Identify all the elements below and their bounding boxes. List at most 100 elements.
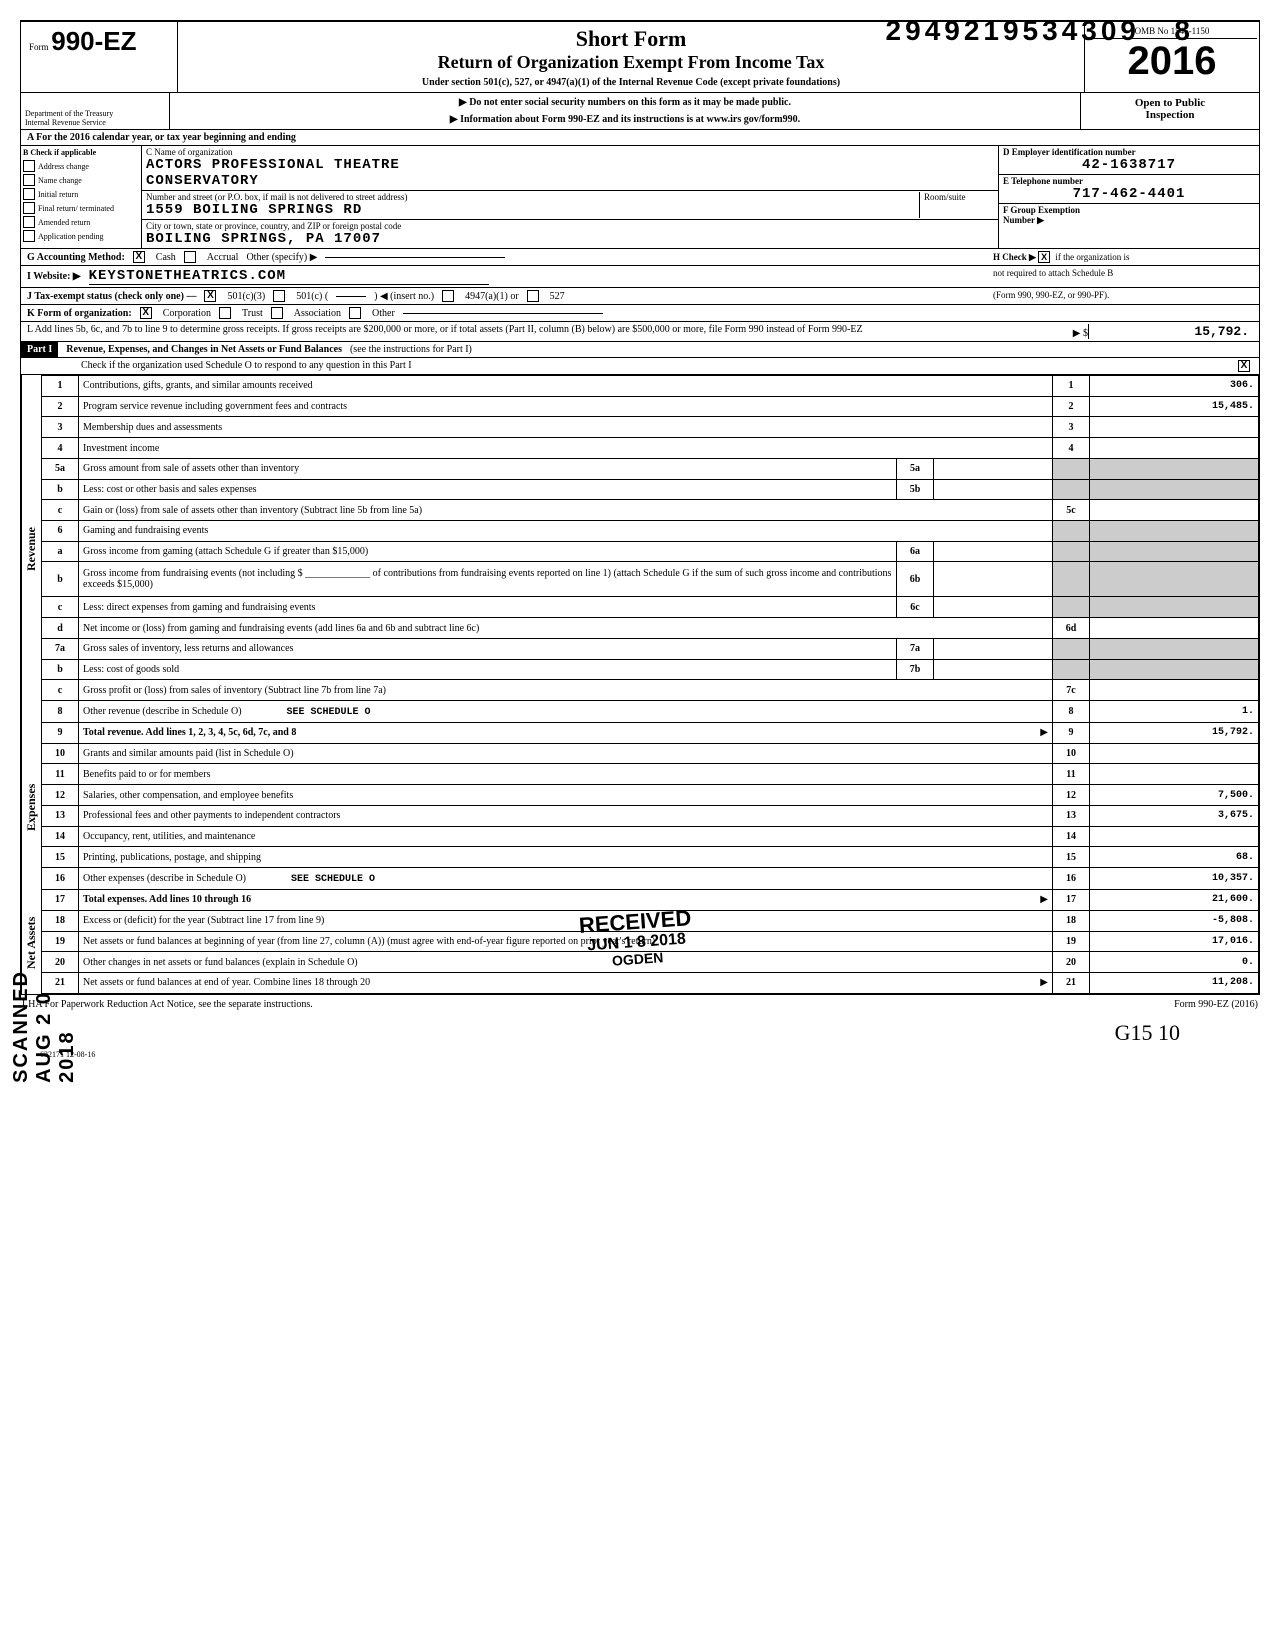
- form-prefix: Form: [29, 42, 49, 52]
- lbl-accrual: Accrual: [207, 252, 239, 263]
- l17-desc: Total expenses. Add lines 10 through 16: [83, 894, 251, 905]
- line-7a: 7aGross sales of inventory, less returns…: [42, 638, 1259, 659]
- addr-label: Number and street (or P.O. box, if mail …: [146, 192, 919, 202]
- lbl-trust: Trust: [242, 308, 263, 319]
- line-5c: cGain or (loss) from sale of assets othe…: [42, 500, 1259, 521]
- part1-header: Part I Revenue, Expenses, and Changes in…: [20, 342, 1260, 358]
- cell-city: City or town, state or province, country…: [142, 220, 998, 248]
- line-15: 15Printing, publications, postage, and s…: [42, 847, 1259, 868]
- line-21: 21Net assets or fund balances at end of …: [42, 972, 1259, 993]
- col-right: D Employer identification number 42-1638…: [999, 146, 1259, 248]
- line-5b: bLess: cost or other basis and sales exp…: [42, 479, 1259, 500]
- footer-right-text: Form 990-EZ (2016): [1174, 999, 1258, 1010]
- line-6c: cLess: direct expenses from gaming and f…: [42, 597, 1259, 618]
- phone-val: 717-462-4401: [1003, 186, 1255, 202]
- header-notes: ▶ Do not enter social security numbers o…: [170, 93, 1080, 129]
- chk-label: Initial return: [38, 190, 78, 199]
- chk-amended-return[interactable]: Amended return: [21, 215, 141, 229]
- website-val: KEYSTONETHEATRICS.COM: [89, 268, 489, 285]
- line-12: 12Salaries, other compensation, and empl…: [42, 785, 1259, 806]
- line-6d: dNet income or (loss) from gaming and fu…: [42, 618, 1259, 639]
- line-14: 14Occupancy, rent, utilities, and mainte…: [42, 826, 1259, 847]
- part1-tag: Part I: [21, 342, 58, 357]
- line-7b: bLess: cost of goods sold7b: [42, 659, 1259, 680]
- chk-assoc[interactable]: [271, 307, 283, 319]
- lbl-527: 527: [550, 291, 565, 302]
- h-text3: (Form 990, 990-EZ, or 990-PF).: [993, 290, 1253, 302]
- footer-right: Form 990-EZ (2016): [1174, 999, 1258, 1010]
- chk-other-org[interactable]: [349, 307, 361, 319]
- arrow-icon: ▶: [1040, 727, 1048, 738]
- 501c-insert[interactable]: [336, 296, 366, 297]
- cell-ein: D Employer identification number 42-1638…: [999, 146, 1259, 175]
- title-return: Return of Organization Exempt From Incom…: [188, 52, 1074, 73]
- city-val: BOILING SPRINGS, PA 17007: [146, 231, 994, 247]
- line-5a: 5aGross amount from sale of assets other…: [42, 458, 1259, 479]
- room-label: Room/suite: [924, 192, 994, 202]
- chk-trust[interactable]: [219, 307, 231, 319]
- print-code: 632171 12-08-16: [20, 1046, 1260, 1059]
- chk-label: Application pending: [38, 232, 104, 241]
- part1-check: Check if the organization used Schedule …: [20, 358, 1260, 375]
- lbl-501c3: 501(c)(3): [227, 291, 265, 302]
- note-info: ▶ Information about Form 990-EZ and its …: [174, 114, 1076, 125]
- part1-note: (see the instructions for Part I): [342, 344, 472, 355]
- line-6: 6Gaming and fundraising events: [42, 521, 1259, 542]
- lbl-assoc: Association: [294, 308, 341, 319]
- chk-name-change[interactable]: Name change: [21, 173, 141, 187]
- lbl-501c-open: 501(c) (: [296, 291, 328, 302]
- l8-extra: SEE SCHEDULE O: [287, 707, 371, 718]
- h-label: H Check ▶: [993, 252, 1036, 262]
- side-netassets: Net Assets: [21, 891, 41, 994]
- form-number-box: Form 990-EZ: [21, 22, 178, 92]
- arrow-icon: ▶: [1040, 977, 1048, 988]
- chk-h[interactable]: X: [1038, 251, 1050, 263]
- col-c-entity: C Name of organization ACTORS PROFESSION…: [142, 146, 999, 248]
- chk-initial-return[interactable]: Initial return: [21, 187, 141, 201]
- lbl-other-org: Other: [372, 308, 395, 319]
- lines-wrapper: Revenue Expenses Net Assets 1Contributio…: [20, 375, 1260, 994]
- line-16: 16Other expenses (describe in Schedule O…: [42, 868, 1259, 890]
- inspection-box: Open to Public Inspection: [1080, 93, 1259, 129]
- chk-label: Address change: [38, 162, 89, 171]
- ein-val: 42-1638717: [1003, 157, 1255, 173]
- chk-501c3[interactable]: X: [204, 290, 216, 302]
- f-label: F Group Exemption Number ▶: [1003, 205, 1255, 226]
- row-a-tax-year: A For the 2016 calendar year, or tax yea…: [20, 130, 1260, 146]
- footer-left: LHA For Paperwork Reduction Act Notice, …: [22, 999, 313, 1010]
- chk-527[interactable]: [527, 290, 539, 302]
- chk-accrual[interactable]: [184, 251, 196, 263]
- other-specify-line[interactable]: [325, 257, 505, 258]
- arrow-icon: ▶: [1040, 894, 1048, 905]
- l9-desc: Total revenue. Add lines 1, 2, 3, 4, 5c,…: [83, 727, 296, 738]
- l21-desc: Net assets or fund balances at end of ye…: [83, 977, 370, 988]
- line-8: 8Other revenue (describe in Schedule O) …: [42, 701, 1259, 723]
- line-2: 2Program service revenue including gover…: [42, 396, 1259, 417]
- chk-label: Final return/ terminated: [38, 204, 114, 213]
- chk-cash[interactable]: X: [133, 251, 145, 263]
- chk-application-pending[interactable]: Application pending: [21, 229, 141, 243]
- part1-title: Revenue, Expenses, and Changes in Net As…: [58, 344, 342, 355]
- header-row-2: Department of the Treasury Internal Reve…: [20, 93, 1260, 130]
- org-name-1: ACTORS PROFESSIONAL THEATRE: [146, 157, 994, 173]
- org-name-2: CONSERVATORY: [146, 173, 994, 189]
- line-9: 9Total revenue. Add lines 1, 2, 3, 4, 5c…: [42, 723, 1259, 744]
- line-g: G Accounting Method: XCash Accrual Other…: [20, 249, 1260, 266]
- chk-501c[interactable]: [273, 290, 285, 302]
- h-text2: not required to attach Schedule B: [993, 268, 1253, 285]
- chk-final-return[interactable]: Final return/ terminated: [21, 201, 141, 215]
- l-amount: 15,792.: [1088, 324, 1253, 339]
- line-i: I Website: ▶ KEYSTONETHEATRICS.COM not r…: [20, 266, 1260, 288]
- checkbox-icon: [23, 160, 35, 172]
- chk-4947[interactable]: [442, 290, 454, 302]
- line-20: 20Other changes in net assets or fund ba…: [42, 952, 1259, 973]
- chk-address-change[interactable]: Address change: [21, 159, 141, 173]
- lines-table: 1Contributions, gifts, grants, and simil…: [41, 375, 1259, 994]
- handwritten-note: G15 10: [20, 1020, 1260, 1046]
- other-org-line[interactable]: [403, 313, 603, 314]
- cell-org-name: C Name of organization ACTORS PROFESSION…: [142, 146, 998, 191]
- inspection-text: Open to Public Inspection: [1135, 97, 1205, 121]
- chk-schedule-o[interactable]: X: [1238, 360, 1250, 372]
- line-j: J Tax-exempt status (check only one) — X…: [20, 288, 1260, 305]
- chk-corp[interactable]: X: [140, 307, 152, 319]
